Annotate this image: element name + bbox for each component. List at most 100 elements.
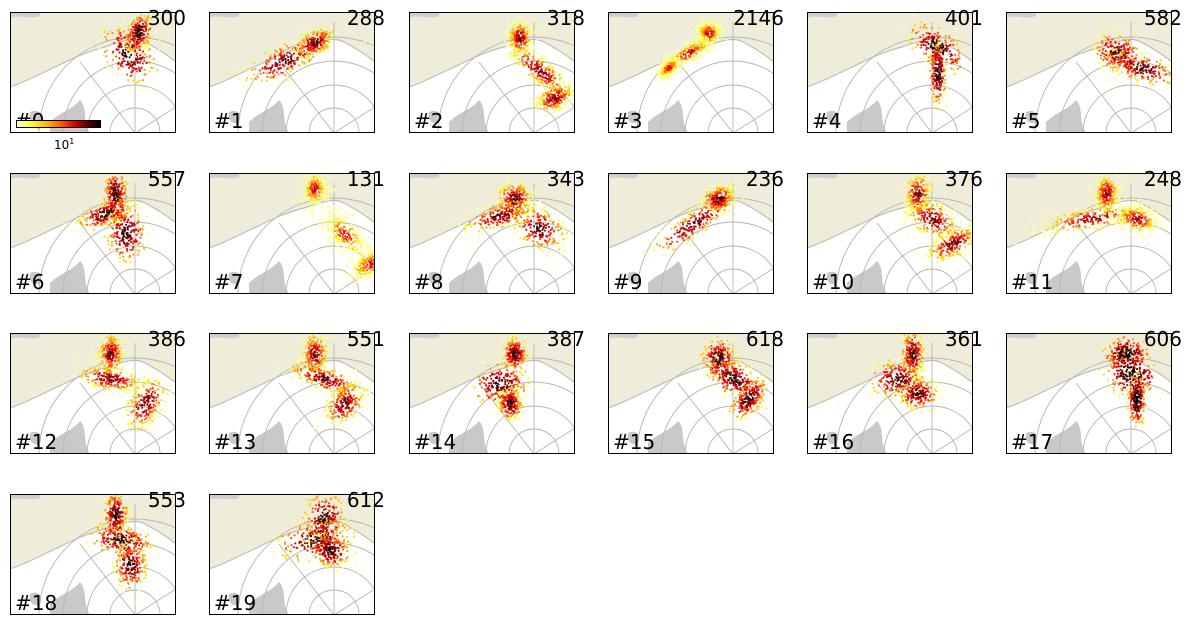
ocean-area [209, 199, 375, 294]
island-group [1046, 421, 1086, 454]
panel-label: #4 [812, 109, 842, 133]
meridian-line-2 [134, 427, 176, 454]
arctic-map [608, 12, 774, 133]
coast-fragment [409, 12, 439, 18]
island [1025, 271, 1038, 285]
arctic-map [409, 333, 575, 454]
panel-count: 300 [147, 6, 186, 30]
ocean-area [10, 520, 176, 615]
ocean-area [608, 38, 774, 133]
island [627, 271, 640, 285]
arctic-map [10, 12, 176, 133]
density-plume [1092, 24, 1172, 102]
density-plume [1098, 334, 1163, 433]
panel-frame [209, 12, 375, 133]
panel-frame [409, 12, 575, 133]
panel-count: 343 [546, 167, 585, 191]
panel-frame [807, 333, 973, 454]
arctic-map [807, 333, 973, 454]
panel-count: 288 [346, 6, 385, 30]
panel-count: 557 [147, 167, 186, 191]
meridian-line-3 [1075, 61, 1132, 133]
meridian-line-2 [333, 588, 375, 615]
arctic-map [1006, 333, 1172, 454]
panel-frame [409, 333, 575, 454]
map-panel-15: #15 [608, 333, 774, 454]
meridian-line-3 [278, 222, 335, 294]
meridian-line-3 [677, 222, 734, 294]
panel-count: 612 [346, 488, 385, 512]
meridian-line-3 [79, 543, 136, 615]
panel-label: #19 [214, 591, 257, 615]
map-panel-1: #1 [209, 12, 375, 133]
panel-count: 318 [546, 6, 585, 30]
meridian-line-3 [79, 222, 136, 294]
island-group [1046, 100, 1086, 133]
meridian-line-3 [876, 382, 933, 454]
panel-frame [209, 173, 375, 294]
coast-fragment [409, 333, 439, 339]
density-plume [64, 176, 155, 274]
density-plume [260, 495, 369, 573]
density-plume [694, 334, 769, 428]
meridian-line-2 [931, 427, 973, 454]
panel-count: 618 [745, 327, 784, 351]
island [428, 271, 441, 285]
coast-fragment [209, 333, 239, 339]
island-group [50, 421, 90, 454]
colorbar [16, 120, 101, 128]
meridian-line-2 [732, 106, 774, 133]
arctic-map [807, 12, 973, 133]
panel-label: #3 [613, 109, 643, 133]
density-plume [231, 23, 366, 89]
map-panel-16: #16 [807, 333, 973, 454]
panel-label: #9 [613, 270, 643, 294]
arctic-map [209, 12, 375, 133]
coast-fragment [1006, 12, 1036, 18]
coast-fragment [807, 12, 837, 18]
meridian-line-3 [478, 61, 535, 133]
colorbar-tick-label: 101 [54, 137, 75, 152]
island-group [449, 100, 489, 133]
map-panel-8: #8 [409, 173, 575, 294]
map-panel-17: #17 [1006, 333, 1172, 454]
coast-fragment [608, 333, 638, 339]
island-group [847, 421, 887, 454]
arctic-map [10, 494, 176, 615]
coast-fragment [1006, 333, 1036, 339]
meridian-line-2 [931, 106, 973, 133]
island-group [249, 100, 289, 133]
panel-label: #15 [613, 430, 656, 454]
island [428, 431, 441, 445]
panel-frame [10, 333, 176, 454]
meridian-line-2 [134, 588, 176, 615]
meridian-line-3 [79, 382, 136, 454]
panel-label: #17 [1011, 430, 1054, 454]
panel-frame [10, 12, 176, 133]
panel-label: #8 [414, 270, 444, 294]
panel-frame [608, 333, 774, 454]
island [826, 271, 839, 285]
island-group [50, 261, 90, 294]
panel-frame [209, 333, 375, 454]
panel-count: 606 [1143, 327, 1182, 351]
map-panel-12: #12 [10, 333, 176, 454]
coast-fragment [807, 173, 837, 179]
panel-label: #7 [214, 270, 244, 294]
panel-count: 2146 [733, 6, 784, 30]
arctic-map [209, 333, 375, 454]
density-plume [899, 174, 973, 269]
density-plume [502, 16, 575, 118]
panel-label: #2 [414, 109, 444, 133]
arctic-map [1006, 173, 1172, 294]
island [428, 110, 441, 124]
meridian-line-2 [732, 267, 774, 294]
map-panel-5: #5 [1006, 12, 1172, 133]
panel-frame [807, 173, 973, 294]
coast-fragment [409, 173, 439, 179]
density-plume [1014, 174, 1172, 245]
panel-frame [10, 173, 176, 294]
arctic-map [209, 173, 375, 294]
meridian-line-3 [876, 222, 933, 294]
